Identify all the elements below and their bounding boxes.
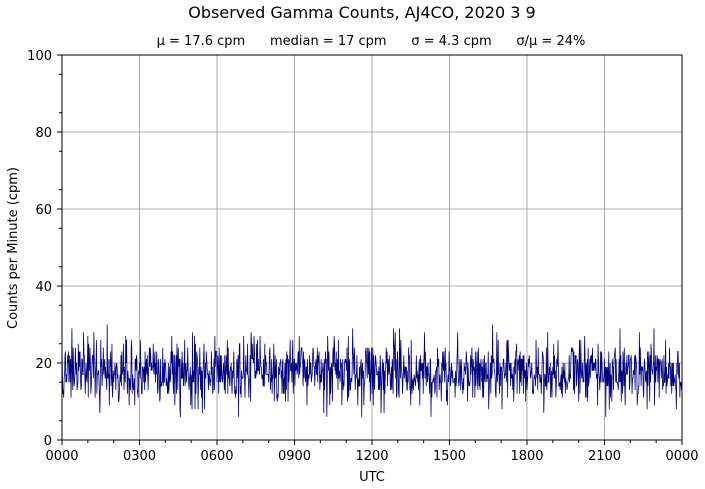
x-tick-label: 0000: [665, 449, 698, 464]
x-tick-label: 1200: [355, 449, 388, 464]
data-series: [61, 324, 683, 417]
x-tick-label: 2100: [588, 449, 621, 464]
x-tick-label: 1500: [433, 449, 466, 464]
y-tick-label: 100: [27, 49, 52, 64]
series-line-counts: [61, 324, 683, 417]
x-tick-label: 0000: [45, 449, 78, 464]
x-tick-label: 0600: [200, 449, 233, 464]
chart-title: Observed Gamma Counts, AJ4CO, 2020 3 9: [188, 3, 535, 22]
axis-ticks: 0000 0300 0600 0900 1200 1500 1800 2100 00000204…: [27, 49, 698, 464]
y-tick-label: 0: [44, 434, 52, 449]
y-axis-label: Counts per Minute (cpm): [6, 167, 21, 329]
y-tick-label: 80: [35, 126, 52, 141]
x-tick-label: 0300: [123, 449, 156, 464]
y-tick-label: 40: [35, 280, 52, 295]
y-tick-label: 20: [35, 357, 52, 372]
chart-subtitle: μ = 17.6 cpm median = 17 cpm σ = 4.3 cpm…: [157, 34, 586, 49]
y-tick-label: 60: [35, 203, 52, 218]
x-tick-label: 0900: [278, 449, 311, 464]
x-axis-label: UTC: [359, 470, 385, 485]
x-tick-label: 1800: [510, 449, 543, 464]
